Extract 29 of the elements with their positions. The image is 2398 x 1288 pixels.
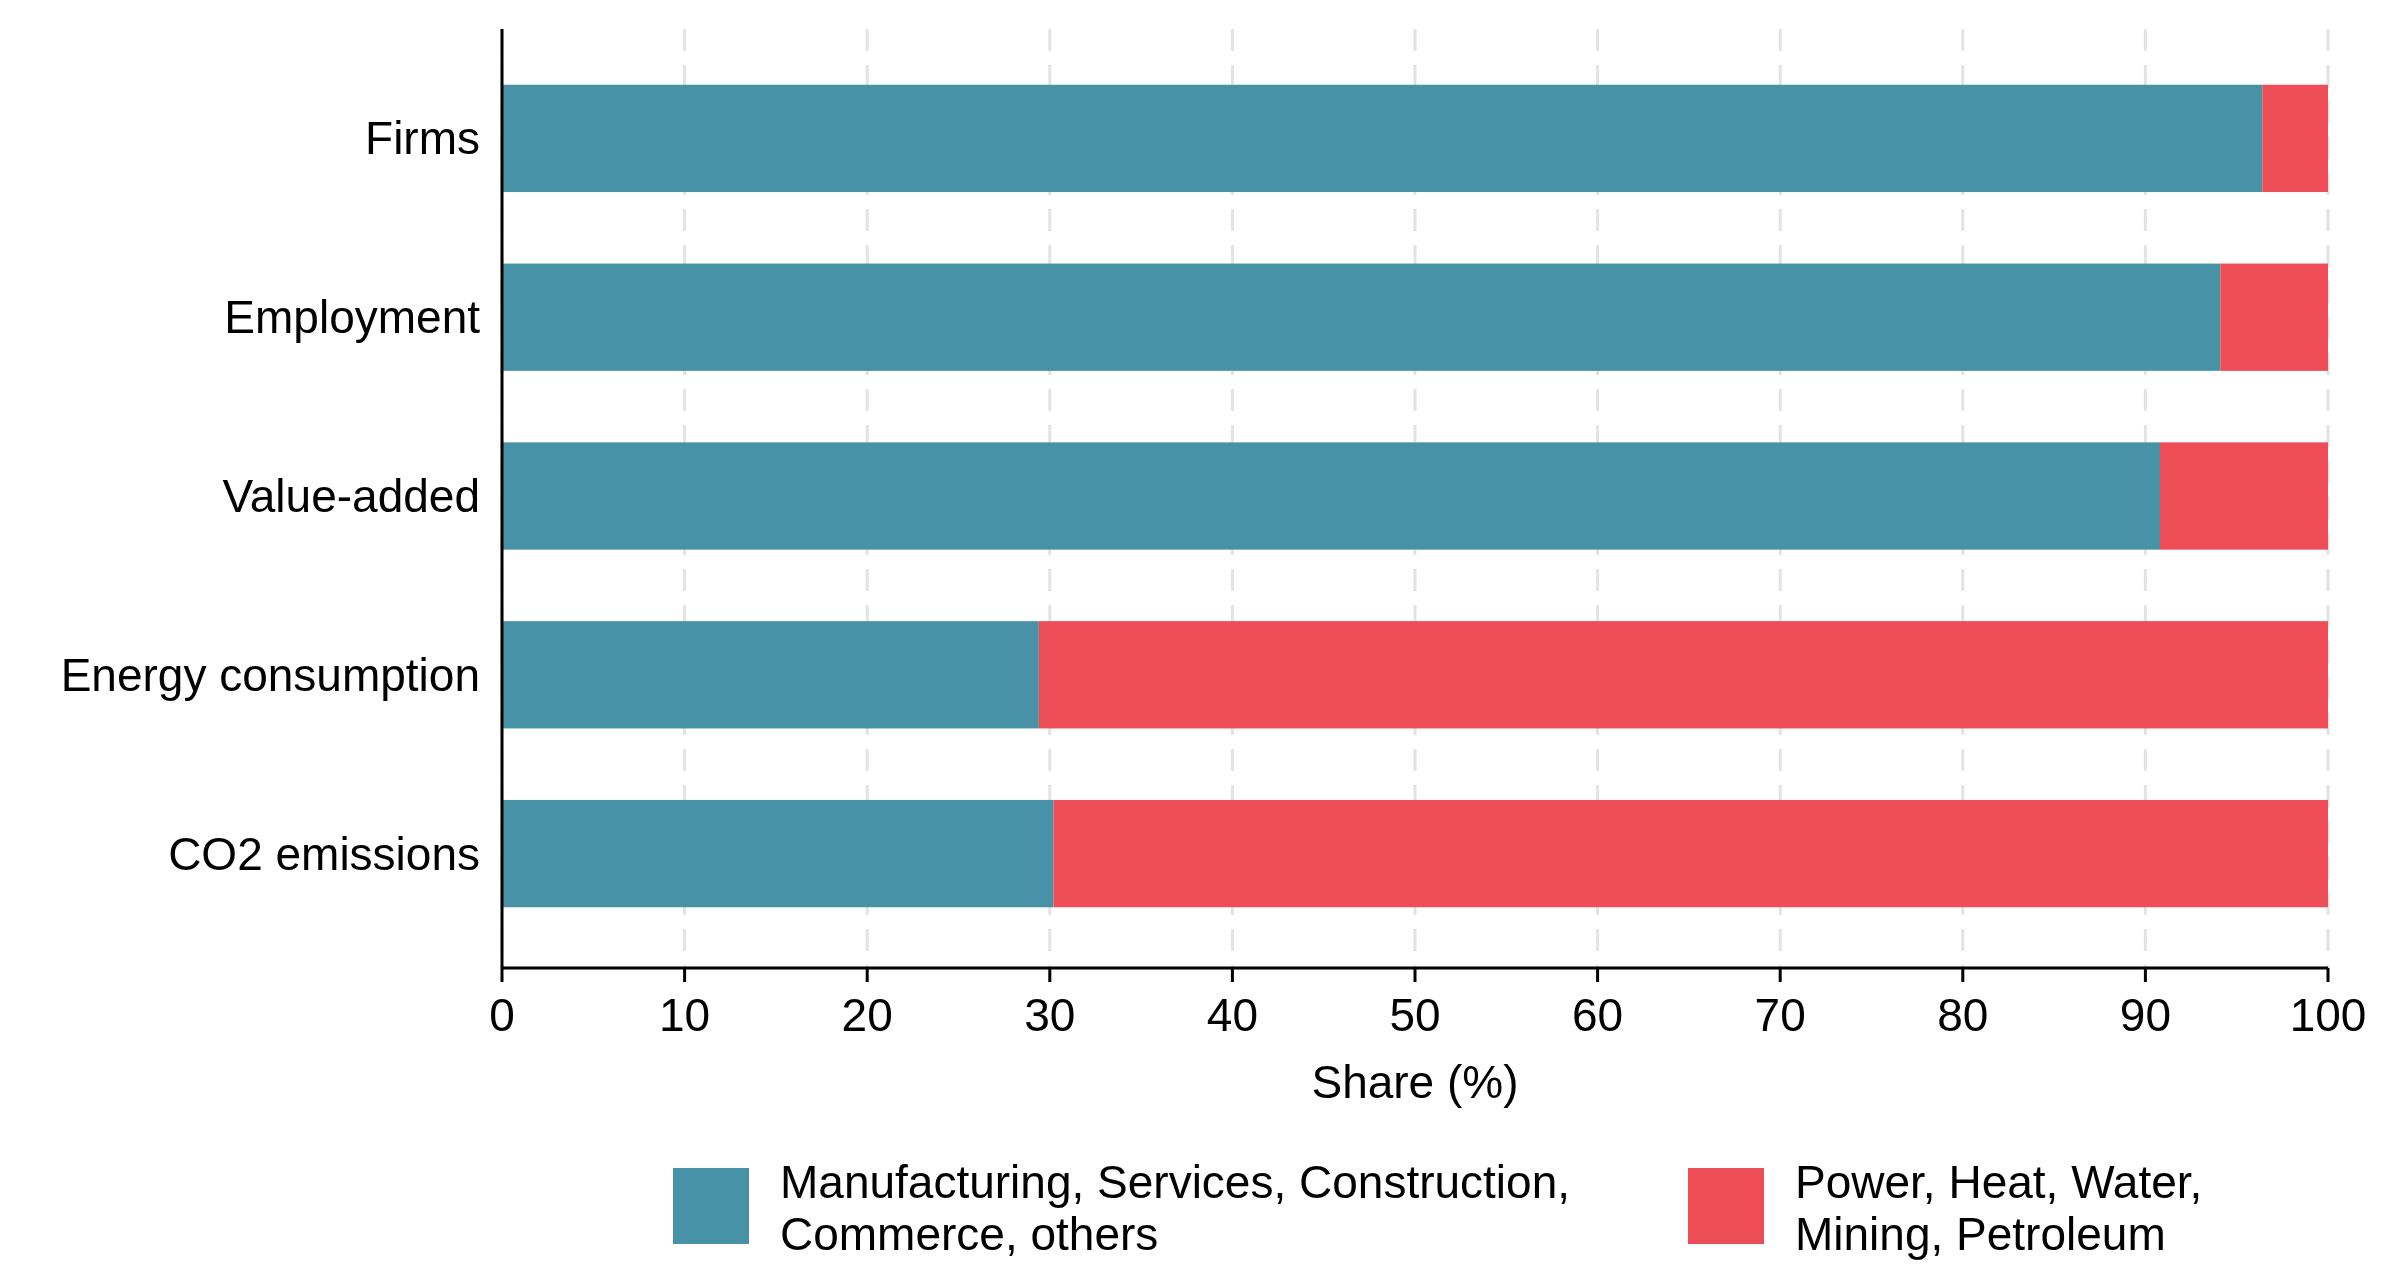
- bar: [2262, 84, 2328, 193]
- x-tick-label: 60: [1572, 989, 1624, 1041]
- bar: [502, 263, 2221, 371]
- x-tick-label: 100: [2289, 989, 2367, 1041]
- x-tick-label: 30: [1024, 989, 1076, 1041]
- y-tick-label: CO2 emissions: [168, 827, 480, 880]
- bar: [1038, 621, 2328, 729]
- y-tick-label: Energy consumption: [60, 648, 480, 701]
- bar: [1053, 799, 2328, 908]
- x-tick-label: 10: [659, 989, 711, 1041]
- y-tick-label: Firms: [365, 112, 480, 165]
- x-axis-title: Share (%): [1311, 1056, 1519, 1108]
- bar: [502, 799, 1054, 908]
- x-tick-label: 50: [1389, 989, 1441, 1041]
- legend-label: Manufacturing, Services, Construction, Commerce, others: [780, 1156, 1571, 1260]
- bar: [2220, 263, 2328, 371]
- x-tick-label: 20: [841, 989, 893, 1041]
- y-tick-label: Employment: [224, 291, 481, 344]
- legend-label: Power, Heat, Water, Mining, Petroleum: [1795, 1156, 2203, 1260]
- x-tick-label: 70: [1754, 989, 1806, 1041]
- bar: [2160, 442, 2328, 550]
- bar: [502, 621, 1039, 729]
- bar: [502, 442, 2161, 550]
- x-tick-label: 80: [1937, 989, 1989, 1041]
- x-tick-label: 90: [2119, 989, 2171, 1041]
- x-tick-label: 40: [1206, 989, 1258, 1041]
- x-tick-label: 0: [489, 989, 515, 1041]
- y-tick-label: Value-added: [222, 470, 480, 522]
- bar: [502, 84, 2263, 193]
